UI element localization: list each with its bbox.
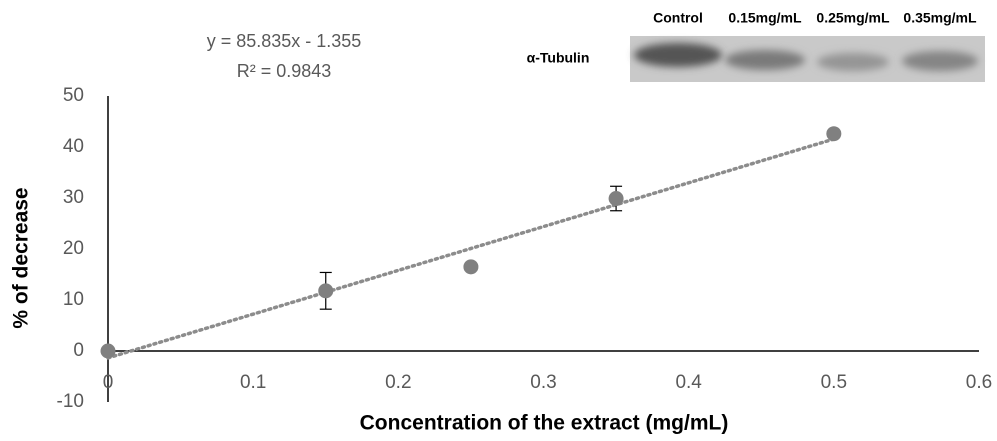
y-tick-label: 0 [73,340,84,361]
blot-band [817,53,889,71]
x-tick-label: 0 [103,372,114,393]
blot-band [634,43,722,67]
blot-lane-label: 0.35mg/mL [903,10,977,26]
blot-band [902,51,978,71]
trend-r2: R² = 0.9843 [237,61,332,81]
y-tick-label: -10 [57,391,84,412]
trend-equation: y = 85.835x - 1.355 [207,31,362,51]
data-point [826,126,841,141]
blot-row-label: α-Tubulin [527,50,590,66]
blot-lane-label: 0.15mg/mL [728,10,802,26]
blot-inset: α-Tubulin [527,36,985,82]
x-axis-title: Concentration of the extract (mg/mL) [360,412,729,435]
y-tick-label: 30 [63,187,84,208]
y-tick-label: 20 [63,238,84,259]
data-point [609,191,624,206]
blot-band [725,50,805,70]
y-tick-label: 10 [63,289,84,310]
x-tick-label: 0.5 [821,372,847,393]
x-tick-label: 0.4 [675,372,702,393]
data-point [318,283,333,298]
y-axis-title: % of decrease [10,187,33,328]
trendline [108,139,834,358]
x-tick-label: 0.1 [240,372,266,393]
x-tick-label: 0.2 [385,372,411,393]
blot-lane-label: Control [653,10,703,26]
y-tick-label: 50 [63,85,84,106]
x-tick-label: 0.3 [530,372,556,393]
chart: y = 85.835x - 1.355 R² = 0.9843 α-Tubuli… [0,0,997,441]
data-point [463,259,478,274]
x-tick-label: 0.6 [966,372,992,393]
data-point [101,344,116,359]
y-tick-label: 40 [63,136,84,157]
blot-lane-label: 0.25mg/mL [816,10,890,26]
